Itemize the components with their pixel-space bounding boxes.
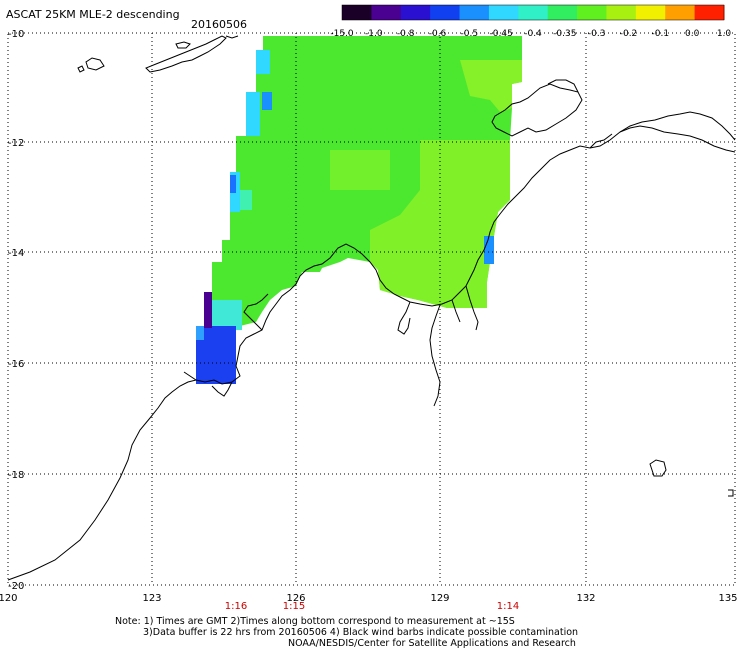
longitude-label: 129 [430, 593, 449, 604]
colorbar: -15.0 -1.0 -0.8 -0.6 -0.5 -0.45 -0.4 -0.35 -0.3 -… [330, 4, 731, 39]
colorbar-swatch [459, 5, 490, 20]
swath-light-north [460, 60, 522, 112]
colorbar-label: -0.6 [429, 29, 447, 39]
time-label: 1:15 [283, 601, 305, 612]
longitude-label: 132 [576, 593, 595, 604]
island-savu [175, 41, 191, 49]
swath-mid-patch [330, 150, 390, 190]
coast-tiwi-bay [589, 133, 613, 149]
coast-western-australia [7, 111, 736, 581]
colorbar-swatches [341, 4, 725, 21]
island-coburg [649, 459, 667, 477]
swath-cyan-edge [196, 326, 204, 340]
island-small-west [77, 65, 85, 73]
swath-purple [204, 292, 212, 328]
island-sumba [85, 57, 105, 71]
swath-blue-3 [484, 236, 494, 264]
coast-king-sound [183, 371, 233, 397]
colorbar-label: -0.8 [397, 29, 415, 39]
colorbar-swatch [665, 5, 696, 20]
latitude-label: -10 [8, 29, 24, 40]
longitude-label: 126 [286, 593, 305, 604]
swath-blue-2 [230, 175, 236, 193]
colorbar-swatch [577, 5, 607, 20]
latitude-label: -12 [8, 138, 24, 149]
swath-data [196, 36, 522, 384]
colorbar-label: -0.35 [553, 29, 576, 39]
swath-cyan-2 [246, 92, 260, 136]
colorbar-labels: -15.0 -1.0 -0.8 -0.6 -0.5 -0.45 -0.4 -0.35 -0.3 -… [330, 29, 731, 39]
coast-bonaparte [397, 299, 461, 407]
swath-cyan-4 [240, 190, 252, 210]
longitude-label: 120 [0, 593, 18, 604]
swath-cyan-1 [256, 50, 270, 74]
colorbar-label: -0.3 [588, 29, 606, 39]
note-line-3: NOAA/NESDIS/Center for Satellite Applica… [288, 638, 576, 649]
time-label: 1:14 [497, 601, 519, 612]
graticule [8, 32, 735, 585]
map-title: ASCAT 25KM MLE-2 descending [6, 8, 180, 21]
longitude-labels: 120 123 126 129 132 135 [0, 593, 738, 604]
colorbar-swatch [518, 5, 549, 20]
colorbar-label: -0.45 [490, 29, 513, 39]
island-melville [547, 79, 579, 93]
colorbar-label: 0.0 [685, 29, 700, 39]
island-east-marker [728, 489, 734, 497]
colorbar-label: -15.0 [330, 29, 354, 39]
colorbar-label: -1.0 [365, 29, 383, 39]
colorbar-swatch [371, 5, 402, 20]
coast-cambridge-gulf [465, 285, 479, 331]
time-label: 1:16 [225, 601, 247, 612]
swath-light-east [370, 140, 510, 308]
longitude-label: 123 [142, 593, 161, 604]
coast-collier-bay [243, 293, 269, 331]
coastline [7, 35, 736, 581]
colorbar-label: -0.1 [652, 29, 670, 39]
latitude-label: -14 [8, 248, 24, 259]
longitude-label: 135 [718, 593, 737, 604]
note-line-1: Note: 1) Times are GMT 2)Times along bot… [115, 616, 515, 627]
swath-cyan-5 [212, 300, 242, 330]
colorbar-label: -0.4 [524, 29, 542, 39]
colorbar-label: -0.5 [461, 29, 479, 39]
colorbar-swatch [400, 5, 431, 20]
island-flores [145, 35, 227, 73]
latitude-label: -18 [8, 470, 24, 481]
latitude-label: -20 [8, 581, 24, 592]
coast-arnhem [619, 125, 736, 153]
colorbar-swatch [430, 5, 461, 20]
latitude-labels: -10 -12 -14 -16 -18 -20 [8, 29, 24, 592]
colorbar-label: -0.2 [620, 29, 638, 39]
latitude-label: -16 [8, 359, 24, 370]
swath-blue-block [212, 330, 236, 342]
time-labels: 1:16 1:15 1:14 [225, 601, 519, 612]
colorbar-swatch [694, 5, 725, 20]
note-line-2: 3)Data buffer is 22 hrs from 20160506 4)… [143, 627, 579, 638]
swath-blue-1 [262, 92, 272, 110]
colorbar-swatch [606, 5, 637, 20]
colorbar-swatch [547, 5, 578, 20]
colorbar-swatch [488, 5, 519, 20]
colorbar-swatch [635, 5, 666, 20]
map-date: 20160506 [191, 18, 247, 31]
colorbar-border [341, 4, 725, 21]
coast-northern-territory [491, 83, 583, 137]
colorbar-label: 1.0 [717, 29, 732, 39]
colorbar-swatch [342, 5, 372, 20]
island-timor-east [225, 35, 239, 39]
